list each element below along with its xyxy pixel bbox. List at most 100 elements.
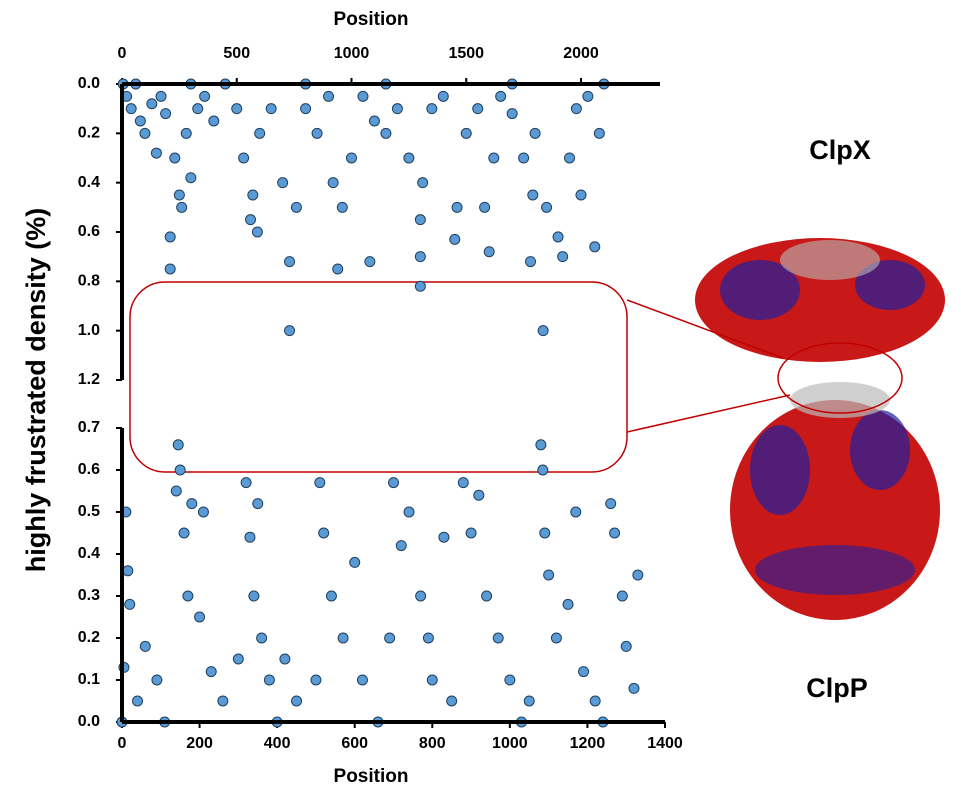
data-point [579,667,589,677]
x-tick-label: 2000 [563,45,599,62]
data-point [458,478,468,488]
data-point [161,109,171,119]
data-point [249,591,259,601]
data-point [427,104,437,114]
data-point [365,257,375,267]
data-point [507,109,517,119]
data-point [583,91,593,101]
data-point [415,281,425,291]
data-point [519,153,529,163]
data-point [452,202,462,212]
data-point [633,570,643,580]
y-tick-label: 0.5 [78,503,100,520]
data-point [266,104,276,114]
data-point [590,242,600,252]
data-point [489,153,499,163]
data-point [280,654,290,664]
data-point [174,190,184,200]
data-point [206,667,216,677]
x-tick-label: 500 [223,45,250,62]
data-point [357,675,367,685]
data-point [415,215,425,225]
data-point [152,675,162,685]
data-point [301,104,311,114]
data-point [125,599,135,609]
y-tick-label: 1.2 [78,371,100,388]
data-point [576,190,586,200]
data-point [140,128,150,138]
data-point [278,178,288,188]
x-tick-label: 1200 [570,735,606,752]
clpp-detail [850,410,910,490]
data-point [135,116,145,126]
y-tick-label: 0.2 [78,125,100,142]
data-point [338,633,348,643]
data-point [187,499,197,509]
y-tick-label: 0.2 [78,629,100,646]
data-point [245,532,255,542]
x-axis-label: Position [334,766,409,787]
data-point [553,232,563,242]
data-point [415,252,425,262]
data-point [165,232,175,242]
data-point [315,478,325,488]
data-point [418,178,428,188]
data-point [165,264,175,274]
data-point [450,234,460,244]
data-point [246,215,256,225]
data-point [147,99,157,109]
data-point [358,91,368,101]
data-point [473,104,483,114]
data-point [193,104,203,114]
data-point [195,612,205,622]
data-point [544,570,554,580]
x-tick-label: 600 [341,735,368,752]
y-tick-label: 0.8 [78,273,100,290]
data-point [183,591,193,601]
clpp-detail [750,425,810,515]
y-tick-label: 0.6 [78,461,100,478]
x-tick-label: 0 [118,45,127,62]
data-point [257,633,267,643]
data-point [438,91,448,101]
y-tick-label: 0.1 [78,671,100,688]
x-tick-label: 800 [419,735,446,752]
annotation: ClpP [806,673,868,703]
data-point [312,128,322,138]
data-point [200,91,210,101]
data-point [536,440,546,450]
data-point [291,202,301,212]
data-point [186,173,196,183]
data-point [423,633,433,643]
data-point [427,675,437,685]
y-tick-label: 0.0 [78,713,100,730]
data-point [292,696,302,706]
data-point [617,591,627,601]
data-point [177,202,187,212]
data-point [392,104,402,114]
x-tick-label: 1000 [334,45,370,62]
y-tick-label: 0.4 [78,545,100,562]
data-point [558,252,568,262]
annotation: ClpX [809,135,871,165]
data-point [326,591,336,601]
data-point [171,486,181,496]
data-point [248,190,258,200]
data-point [156,91,166,101]
data-point [126,104,136,114]
data-point [439,532,449,542]
y-tick-label: 0.7 [78,419,100,436]
data-point [404,153,414,163]
data-point [629,683,639,693]
data-point [565,153,575,163]
x-tick-label: 0 [118,735,127,752]
data-point [416,591,426,601]
data-point [232,104,242,114]
data-point [350,557,360,567]
data-point [255,128,265,138]
data-point [542,202,552,212]
x-tick-label: 200 [186,735,213,752]
data-point [337,202,347,212]
data-point [466,528,476,538]
data-point [173,440,183,450]
